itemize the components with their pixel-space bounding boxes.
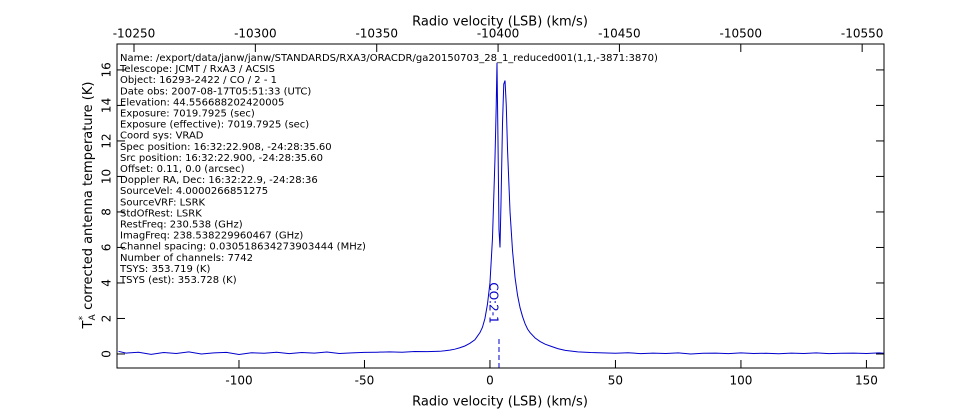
info-line: Name: /export/data/janw/janw/STANDARDS/R… <box>120 53 658 64</box>
info-line: StdOfRest: LSRK <box>120 208 202 219</box>
x2-tick-label: -10550 <box>841 27 884 41</box>
plot-frame <box>116 43 885 369</box>
info-line: Elevation: 44.556688202420005 <box>120 97 284 108</box>
info-line: Exposure (effective): 7019.7925 (sec) <box>120 120 309 131</box>
info-line: Src position: 16:32:22.900, -24:28:35.60 <box>120 153 323 164</box>
info-line: ImagFreq: 238.538229960467 (GHz) <box>120 231 303 242</box>
y-label-text: corrected antenna temperature (K) <box>81 82 96 310</box>
y-tick-label: 8 <box>100 208 114 216</box>
info-line: Offset: 0.11, 0.0 (arcsec) <box>120 164 245 175</box>
info-line: RestFreq: 230.538 (GHz) <box>120 220 243 231</box>
info-line: Channel spacing: 0.030518634273903444 (M… <box>120 242 366 253</box>
x2-tick-label: -10450 <box>598 27 641 41</box>
info-line: Doppler RA, Dec: 16:32:22.9, -24:28:36 <box>120 175 318 186</box>
y-symbol-sub: A <box>88 314 98 321</box>
x-tick-label: 50 <box>608 374 623 388</box>
y-tick-label: 4 <box>100 279 114 287</box>
info-line: Spec position: 16:32:22.908, -24:28:35.6… <box>120 142 332 153</box>
y-tick-label: 2 <box>100 315 114 323</box>
info-line: SourceVRF: LSRK <box>120 197 206 208</box>
y-tick-label: 12 <box>100 133 114 148</box>
x2-tick-label: -10400 <box>477 27 520 41</box>
info-line: Object: 16293-2422 / CO / 2 - 1 <box>120 75 277 86</box>
x-tick-label: -100 <box>225 374 252 388</box>
x2-tick-label: -10350 <box>355 27 398 41</box>
x2-tick-label: -10300 <box>234 27 277 41</box>
info-line: Number of channels: 7742 <box>120 253 253 264</box>
y-tick-label: 14 <box>100 98 114 113</box>
info-line: Date obs: 2007-08-17T05:51:33 (UTC) <box>120 86 311 97</box>
y-symbol-sup: * <box>78 315 88 320</box>
info-line: SourceVel: 4.0000266851275 <box>120 186 268 197</box>
x2-tick-label: -10500 <box>720 27 763 41</box>
info-line: Coord sys: VRAD <box>120 131 204 142</box>
y-tick-label: 10 <box>100 169 114 184</box>
x2-tick-label: -10250 <box>113 27 156 41</box>
x-tick-label: 0 <box>486 374 494 388</box>
info-line: Exposure: 7019.7925 (sec) <box>120 109 255 120</box>
info-line: TSYS (est): 353.728 (K) <box>119 275 237 286</box>
spectrum-line <box>118 62 884 356</box>
x2-axis-label: Radio velocity (LSB) (km/s) <box>412 15 588 30</box>
line-marker-label: CO:2-1 <box>486 282 500 323</box>
y-tick-label: 0 <box>100 350 114 358</box>
y-axis-label: TA* corrected antenna temperature (K) <box>78 82 98 330</box>
x-axis-label: Radio velocity (LSB) (km/s) <box>412 395 588 410</box>
y-tick-label: 16 <box>100 62 114 77</box>
y-tick-label: 6 <box>100 244 114 252</box>
info-line: TSYS: 353.719 (K) <box>119 264 210 275</box>
info-line: Telescope: JCMT / RxA3 / ACSIS <box>119 64 275 75</box>
x-tick-label: 100 <box>729 374 752 388</box>
y-symbol: T <box>81 320 96 329</box>
x-tick-label: -50 <box>355 374 375 388</box>
x-tick-label: 150 <box>855 374 878 388</box>
